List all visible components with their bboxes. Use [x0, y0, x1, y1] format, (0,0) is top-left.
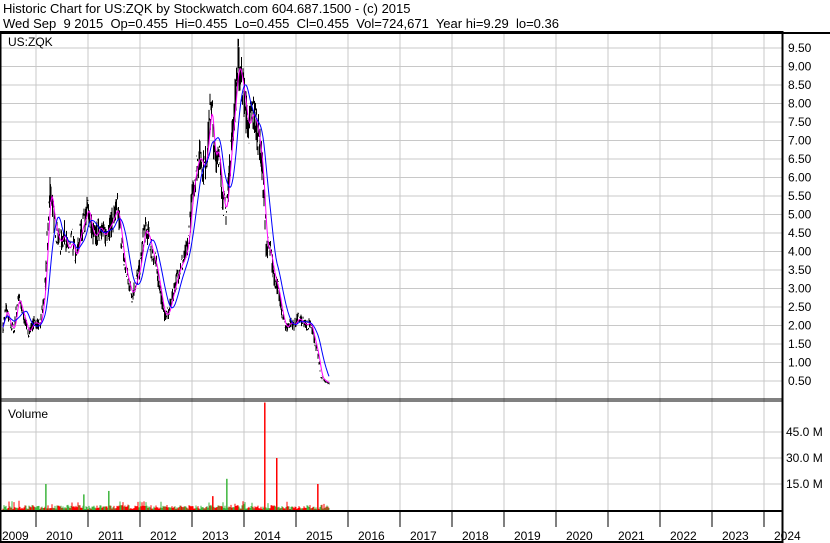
year-label: 2011	[98, 529, 124, 543]
price-bars	[2, 38, 330, 385]
axis-labels: 0.50 1.00 1.50 2.00 2.50 3.00 3.50 4.00 4.50 5.00…	[2, 41, 823, 543]
year-label: 2017	[410, 529, 437, 543]
price-tick-label: 3.50	[788, 263, 812, 277]
year-label: 2009	[2, 529, 29, 543]
chart-frame	[0, 31, 830, 543]
price-tick-label: 1.00	[788, 356, 812, 370]
year-label: 2022	[670, 529, 697, 543]
year-label: 2021	[618, 529, 645, 543]
year-label: 2010	[46, 529, 73, 543]
price-tick-label: 6.50	[788, 152, 812, 166]
volume-tick-label: 15.0 M	[786, 477, 823, 491]
price-tick-label: 2.00	[788, 319, 812, 333]
year-label: 2019	[514, 529, 541, 543]
volume-tick-label: 30.0 M	[786, 451, 823, 465]
price-tick-label: 1.50	[788, 337, 812, 351]
year-label: 2023	[722, 529, 749, 543]
grid-lines	[0, 33, 782, 510]
price-tick-label: 5.00	[788, 208, 812, 222]
price-tick-label: 9.50	[788, 41, 812, 55]
price-tick-label: 8.50	[788, 78, 812, 92]
price-tick-label: 5.50	[788, 189, 812, 203]
price-tick-label: 0.50	[788, 374, 812, 388]
year-label: 2024	[774, 529, 801, 543]
year-label: 2015	[306, 529, 333, 543]
price-tick-label: 3.00	[788, 282, 812, 296]
volume-tick-label: 45.0 M	[786, 425, 823, 439]
year-label: 2018	[462, 529, 489, 543]
ma-long-line	[2, 84, 330, 377]
plot-border	[0, 31, 784, 543]
year-label: 2014	[254, 529, 281, 543]
price-tick-label: 9.00	[788, 60, 812, 74]
chart-title: Historic Chart for US:ZQK by Stockwatch.…	[3, 1, 411, 16]
year-label: 2016	[358, 529, 385, 543]
price-tick-label: 6.00	[788, 171, 812, 185]
symbol-label: US:ZQK	[8, 35, 53, 49]
price-tick-label: 4.00	[788, 245, 812, 259]
price-tick-label: 7.00	[788, 134, 812, 148]
year-label: 2013	[202, 529, 229, 543]
ma-short-line	[2, 68, 330, 383]
year-label: 2012	[150, 529, 177, 543]
quote-summary: Wed Sep 9 2015 Op=0.455 Hi=0.455 Lo=0.45…	[3, 16, 559, 31]
price-tick-label: 4.50	[788, 226, 812, 240]
price-tick-label: 2.50	[788, 300, 812, 314]
price-tick-label: 7.50	[788, 115, 812, 129]
volume-bars	[2, 402, 330, 510]
year-label: 2020	[566, 529, 593, 543]
volume-label: Volume	[8, 407, 48, 421]
price-tick-label: 8.00	[788, 97, 812, 111]
